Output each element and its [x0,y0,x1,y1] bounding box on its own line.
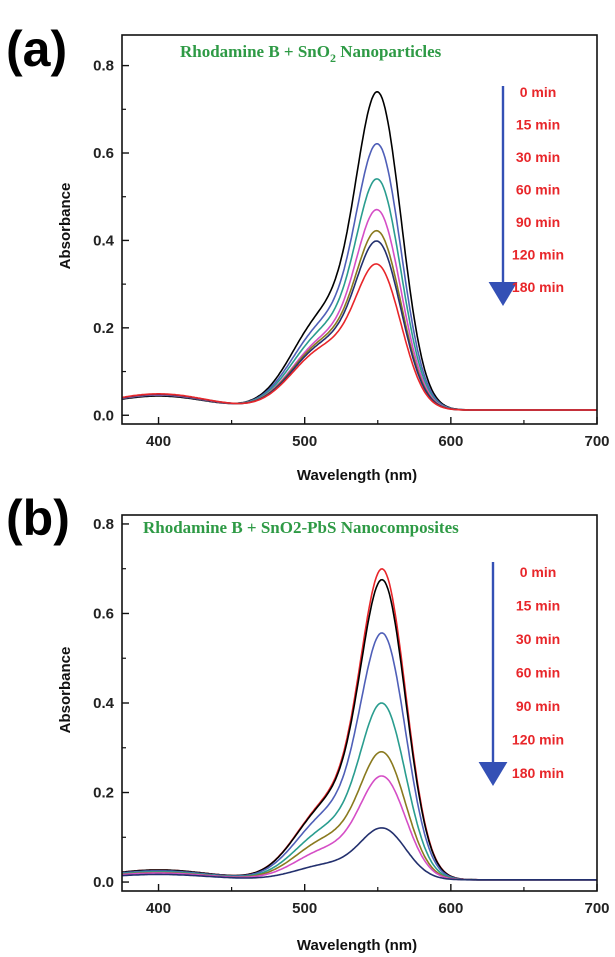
legend-label: 15 min [516,598,560,614]
panel-a-series-lines [121,90,597,411]
x-tick-label: 700 [584,900,609,917]
panel-b-series-lines [121,567,597,881]
legend-label: 0 min [520,84,557,100]
y-tick-label: 0.0 [93,407,114,424]
x-tick-label: 600 [438,900,463,917]
legend-label: 90 min [516,698,560,714]
legend-label: 180 min [512,279,564,295]
panel-a-label: (a) [6,21,67,77]
legend-label: 30 min [516,631,560,647]
x-tick-label: 400 [146,433,171,450]
panel-a-ticks: 400 500 600 700 0.0 0.2 0.4 0.6 0.8 [93,58,609,450]
y-tick-label: 0.8 [93,516,114,533]
panel-b-title: Rhodamine B + SnO2-PbS Nanocomposites [143,518,459,537]
y-tick-label: 0.6 [93,145,114,162]
series-line-60-min [121,208,597,411]
y-tick-label: 0.2 [93,785,114,802]
panel-a-ylabel: Absorbance [57,183,74,270]
legend-label: 60 min [516,182,560,198]
panel-b-ticks: 400 500 600 700 0.0 0.2 0.4 0.6 0.8 [93,516,609,917]
y-tick-label: 0.0 [93,874,114,891]
y-tick-label: 0.4 [93,232,115,249]
series-line-120-min [121,240,597,411]
legend-label: 15 min [516,117,560,133]
series-line-120-min [121,775,597,881]
legend-label: 90 min [516,214,560,230]
series-line-180-min [121,263,597,411]
panel-a-xlabel: Wavelength (nm) [297,467,417,484]
series-line-15-min [121,578,597,881]
panel-b-plot-frame [121,514,598,892]
y-tick-label: 0.4 [93,695,115,712]
x-tick-label: 400 [146,900,171,917]
y-tick-label: 0.6 [93,605,114,622]
panel-b: (b) Rhodamine B + SnO2-PbS Nanocomposite… [6,490,610,954]
panel-a: (a) Rhodamine B + SnO2 Nanoparticles Wav… [6,21,610,484]
series-line-180-min [122,827,597,881]
legend-label: 120 min [512,247,564,263]
series-line-0-min [121,567,597,881]
panel-a-legend: 0 min 15 min 30 min 60 min 90 min 120 min 180 … [488,84,564,306]
panel-b-ylabel: Absorbance [57,647,74,734]
panel-b-legend: 0 min 15 min 30 min 60 min 90 min 120 min 180 … [478,562,564,786]
y-tick-label: 0.2 [93,320,114,337]
panel-a-plot-frame [121,34,598,425]
panel-b-label: (b) [6,490,70,546]
x-tick-label: 600 [438,433,463,450]
x-tick-label: 700 [584,433,609,450]
legend-label: 60 min [516,665,560,681]
x-tick-label: 500 [292,433,317,450]
legend-label: 30 min [516,149,560,165]
x-tick-label: 500 [292,900,317,917]
panel-a-title: Rhodamine B + SnO2 Nanoparticles [180,42,442,65]
legend-label: 0 min [520,564,557,580]
series-line-60-min [121,702,597,881]
y-tick-label: 0.8 [93,58,114,75]
panel-b-xlabel: Wavelength (nm) [297,937,417,954]
legend-label: 120 min [512,732,564,748]
legend-label: 180 min [512,765,564,781]
